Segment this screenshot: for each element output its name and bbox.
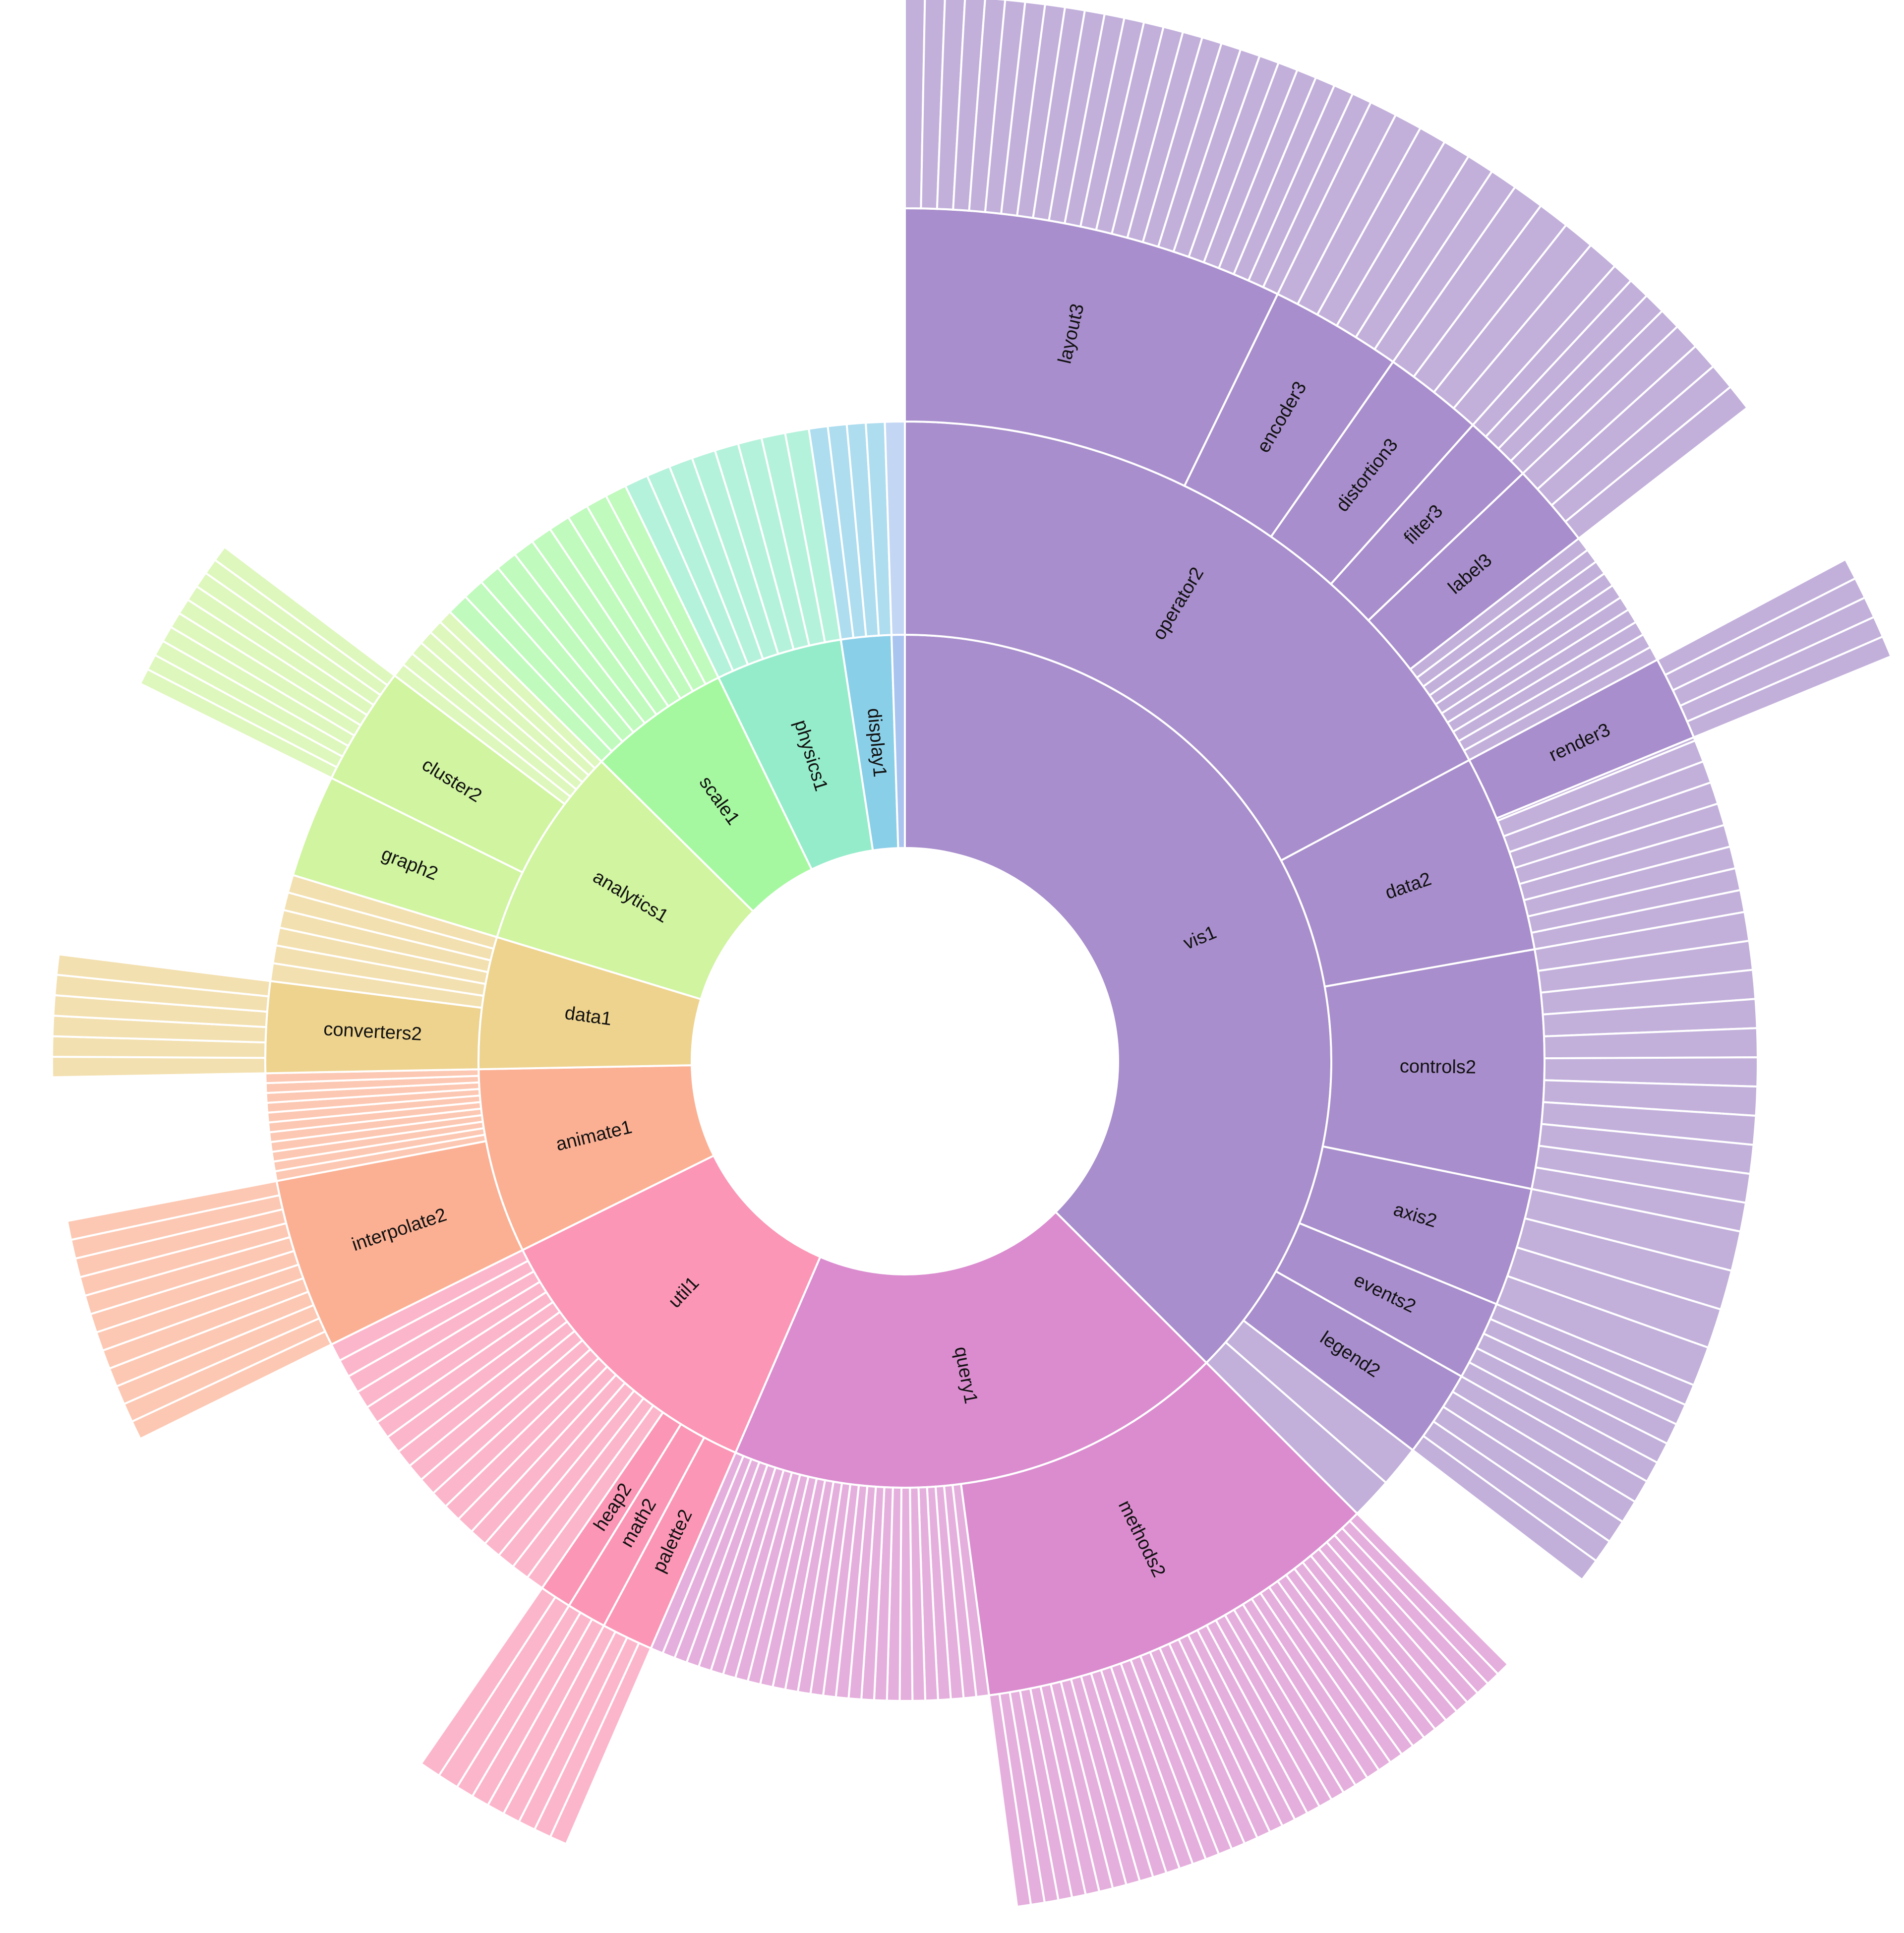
leaf-flex-rest-0 [884, 420, 906, 636]
leaf-render3-4 [1686, 635, 1893, 739]
label-controls2: controls2 [1400, 1056, 1477, 1078]
leaf-converters2-0 [51, 1055, 267, 1079]
